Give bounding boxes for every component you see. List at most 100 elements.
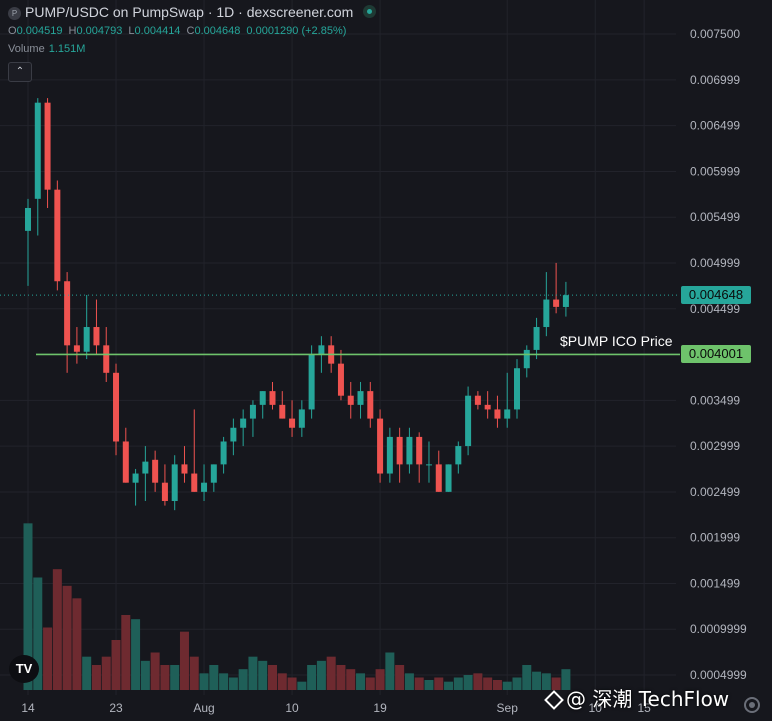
- volume-bar: [121, 615, 131, 690]
- candle-body: [337, 363, 344, 396]
- y-tick-label: 0.001499: [690, 577, 740, 591]
- volume-bar: [228, 677, 238, 690]
- candle-body: [25, 207, 31, 231]
- x-tick-label: 15: [637, 701, 651, 715]
- settings-gear-icon[interactable]: [744, 697, 760, 713]
- candle-body: [83, 327, 90, 352]
- volume-bar: [209, 665, 219, 690]
- volume-bar: [326, 656, 336, 690]
- candle-body: [44, 102, 51, 190]
- candle-body: [161, 482, 168, 502]
- volume-bar: [463, 675, 473, 690]
- ico-price-label: $PUMP ICO Price: [560, 333, 673, 350]
- volume-bar: [404, 673, 414, 690]
- candle-body: [504, 409, 511, 419]
- volume-bar: [375, 669, 385, 690]
- x-tick-label: 10: [589, 701, 603, 715]
- candle-body: [201, 482, 208, 492]
- volume-bar: [532, 671, 542, 690]
- techflow-watermark: @ 深潮 TechFlow: [544, 683, 729, 712]
- candle-body: [494, 409, 501, 419]
- candle-body: [465, 395, 472, 447]
- x-tick-label: 19: [373, 701, 387, 715]
- volume-bar: [199, 673, 209, 690]
- candle-body: [103, 345, 110, 373]
- volume-bar: [483, 677, 493, 690]
- y-tick-label: 0.001999: [690, 531, 740, 545]
- ohlc-open-value: 0.004519: [16, 25, 63, 37]
- price-lines: [0, 294, 680, 356]
- candle-body: [34, 102, 41, 199]
- volume-bar: [385, 652, 395, 690]
- candle-body: [308, 354, 315, 410]
- candle-body: [191, 473, 198, 492]
- ohlc-close-label: C: [186, 25, 195, 37]
- x-tick-label: 23: [109, 701, 123, 715]
- ohlc-close-value: 0.004648: [194, 25, 241, 37]
- volume-bar: [248, 656, 258, 690]
- volume-bar: [268, 665, 277, 690]
- volume-bar: [561, 669, 571, 690]
- volume-bar: [160, 665, 170, 690]
- volume-bar: [336, 665, 346, 690]
- ohlc-change-value: 0.0001290 (+2.85%): [246, 25, 347, 37]
- candle-body: [122, 441, 129, 483]
- candle-body: [132, 473, 139, 483]
- last-price-tag: 0.004648: [681, 286, 751, 305]
- x-tick-label: 10: [285, 701, 299, 715]
- candle-body: [142, 461, 149, 474]
- tradingview-logo[interactable]: TV: [9, 655, 39, 683]
- candle-body: [269, 391, 276, 405]
- candle-body: [406, 436, 413, 465]
- chart-header: P PUMP/USDC on PumpSwap · 1D · dexscreene…: [8, 4, 377, 20]
- volume-bar: [52, 569, 62, 690]
- volume-bar: [512, 677, 522, 690]
- ohlc-high-label: H: [68, 25, 77, 37]
- volume-bar: [258, 660, 268, 690]
- candle-body: [533, 327, 540, 350]
- candle-body: [553, 299, 560, 307]
- volume-bar: [346, 669, 356, 690]
- y-tick-label: 0.0009999: [690, 622, 747, 636]
- candle-body: [113, 372, 120, 442]
- candle-body: [367, 391, 374, 419]
- ohlc-high-value: 0.004793: [76, 25, 123, 37]
- candle-body: [259, 391, 266, 405]
- y-tick-label: 0.002499: [690, 485, 740, 499]
- ico-price-tag: 0.004001: [681, 345, 751, 364]
- candle-body: [73, 345, 80, 352]
- volume-bar: [356, 673, 366, 690]
- volume-bar: [297, 681, 307, 690]
- volume-bar: [502, 681, 512, 690]
- candle-body: [543, 299, 550, 328]
- volume-bar: [395, 665, 405, 690]
- y-tick-label: 0.006499: [690, 119, 740, 133]
- y-tick-label: 0.005999: [690, 164, 740, 178]
- ohlc-open-label: O: [8, 25, 17, 37]
- candle-body: [152, 459, 159, 483]
- y-tick-label: 0.007500: [690, 27, 740, 41]
- collapse-button[interactable]: ⌃: [8, 62, 32, 82]
- volume-bar: [62, 585, 72, 690]
- volume-bar: [444, 681, 454, 690]
- candle-body: [435, 464, 442, 492]
- volume-bar: [170, 665, 180, 690]
- volume-bar: [492, 680, 502, 690]
- x-tick-label: 14: [21, 701, 35, 715]
- candle-body: [54, 189, 61, 282]
- volume-bar: [43, 627, 53, 690]
- x-tick-label: Sep: [497, 701, 519, 715]
- candle-body: [562, 295, 569, 307]
- volume-value: 1.151M: [48, 43, 86, 55]
- candles: [25, 98, 569, 511]
- y-tick-label: 0.004999: [690, 256, 740, 270]
- volume-bar: [219, 673, 229, 690]
- watermark-text: @ 深潮 TechFlow: [566, 687, 730, 711]
- candle-body: [210, 464, 217, 483]
- ohlc-low-label: L: [128, 25, 135, 37]
- candle-body: [377, 418, 384, 474]
- volume-bar: [316, 660, 326, 690]
- volume-bar: [72, 598, 82, 690]
